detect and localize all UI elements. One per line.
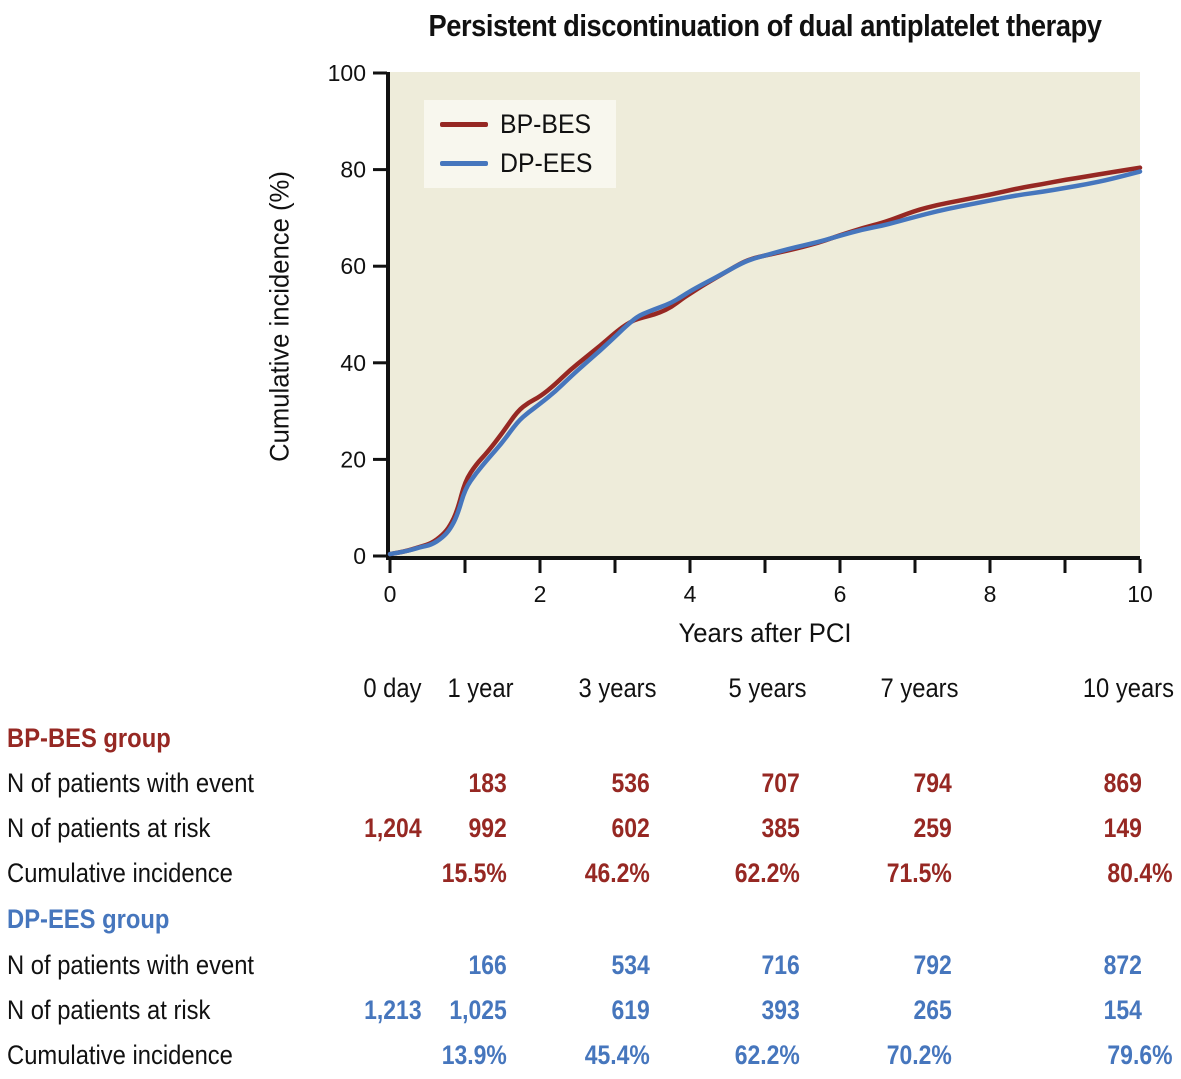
col-header-1year: 1 year <box>447 672 514 703</box>
x-tick-label: 8 <box>984 581 997 607</box>
cell: 385 <box>761 812 800 843</box>
series-curve-bp-bes <box>387 165 1143 557</box>
cell: 1,213 <box>364 994 422 1025</box>
row-label-at-risk-bp: N of patients at risk <box>7 812 211 843</box>
x-tick-label: 6 <box>834 581 847 607</box>
table-row: Cumulative incidence 13.9% 45.4% 62.2% 7… <box>0 1033 1181 1077</box>
cell: 70.2% <box>886 1039 952 1070</box>
cell: 992 <box>468 812 507 843</box>
group-title-bp-bes: BP-BES group <box>7 722 171 753</box>
col-header-0day: 0 day <box>363 672 422 703</box>
cell: 259 <box>913 812 952 843</box>
y-tick-label: 40 <box>340 350 366 376</box>
cell: 46.2% <box>584 857 650 888</box>
cell: 15.5% <box>441 857 507 888</box>
cell: 1,204 <box>364 812 422 843</box>
x-tick-label: 4 <box>684 581 697 607</box>
y-tick-label: 0 <box>353 543 366 569</box>
y-tick-label: 80 <box>340 157 366 183</box>
cell: 393 <box>761 994 800 1025</box>
x-axis-line <box>386 556 1140 560</box>
legend-item-dp-ees: DP-EES <box>424 148 616 179</box>
cell: 13.9% <box>441 1039 507 1070</box>
legend: BP-BES DP-EES <box>424 100 616 188</box>
series-curve-dp-ees <box>387 169 1143 557</box>
y-tick-label: 20 <box>340 446 366 472</box>
cell: 154 <box>1103 994 1142 1025</box>
cell: 183 <box>468 767 507 798</box>
cell: 707 <box>761 767 800 798</box>
x-tick-label: 0 <box>384 581 397 607</box>
cell: 869 <box>1103 767 1142 798</box>
cell: 716 <box>761 949 800 980</box>
col-header-10years: 10 years <box>1082 672 1174 703</box>
row-label-events-dp: N of patients with event <box>7 949 255 980</box>
cell: 265 <box>913 994 952 1025</box>
row-label-events-bp: N of patients with event <box>7 767 255 798</box>
cell: 62.2% <box>734 1039 800 1070</box>
row-label-at-risk-dp: N of patients at risk <box>7 994 211 1025</box>
y-axis-line <box>386 72 390 560</box>
cell: 534 <box>611 949 650 980</box>
cell: 872 <box>1103 949 1142 980</box>
cell: 149 <box>1103 812 1142 843</box>
table-row: Cumulative incidence 15.5% 46.2% 62.2% 7… <box>0 851 1181 895</box>
cell: 536 <box>611 767 650 798</box>
table-row: N of patients at risk 1,204 992 602 385 … <box>0 806 1181 850</box>
cell: 1,025 <box>449 994 507 1025</box>
legend-label-bp-bes: BP-BES <box>500 108 592 139</box>
table-header-row: 0 day 1 year 3 years 5 years 7 years 10 … <box>0 666 1181 710</box>
chart-title: Persistent discontinuation of dual antip… <box>428 8 1102 43</box>
cell: 794 <box>913 767 952 798</box>
col-header-3years: 3 years <box>578 672 657 703</box>
cell: 79.6% <box>1107 1039 1173 1070</box>
x-tick-label: 10 <box>1127 581 1153 607</box>
y-tick-label: 100 <box>328 60 366 86</box>
bp-bes-line-swatch <box>440 121 488 127</box>
cell: 71.5% <box>886 857 952 888</box>
col-header-7years: 7 years <box>880 672 959 703</box>
km-curve-plot: 0 20 40 60 80 100 0 2 4 6 8 10 <box>328 60 1153 607</box>
cell: 619 <box>611 994 650 1025</box>
y-axis-label: Cumulative incidence (%) <box>264 171 295 462</box>
table-row: N of patients with event 166 534 716 792… <box>0 943 1181 987</box>
row-label-cuminc-bp: Cumulative incidence <box>7 857 233 888</box>
legend-item-bp-bes: BP-BES <box>424 109 616 140</box>
table-row: N of patients at risk 1,213 1,025 619 39… <box>0 988 1181 1032</box>
row-label-cuminc-dp: Cumulative incidence <box>7 1039 233 1070</box>
cell: 80.4% <box>1107 857 1173 888</box>
cell: 792 <box>913 949 952 980</box>
legend-label-dp-ees: DP-EES <box>500 148 593 179</box>
cell: 166 <box>468 949 507 980</box>
col-header-5years: 5 years <box>728 672 807 703</box>
group-header-row-dp-ees: DP-EES group <box>0 897 1181 941</box>
dp-ees-line-swatch <box>440 161 488 167</box>
cell: 62.2% <box>734 857 800 888</box>
group-header-row-bp-bes: BP-BES group <box>0 716 1181 760</box>
y-tick-label: 60 <box>340 253 366 279</box>
cell: 602 <box>611 812 650 843</box>
group-title-dp-ees: DP-EES group <box>7 903 170 934</box>
x-tick-label: 2 <box>534 581 547 607</box>
cell: 45.4% <box>584 1039 650 1070</box>
x-axis-label: Years after PCI <box>678 618 852 648</box>
table-row: N of patients with event 183 536 707 794… <box>0 761 1181 805</box>
